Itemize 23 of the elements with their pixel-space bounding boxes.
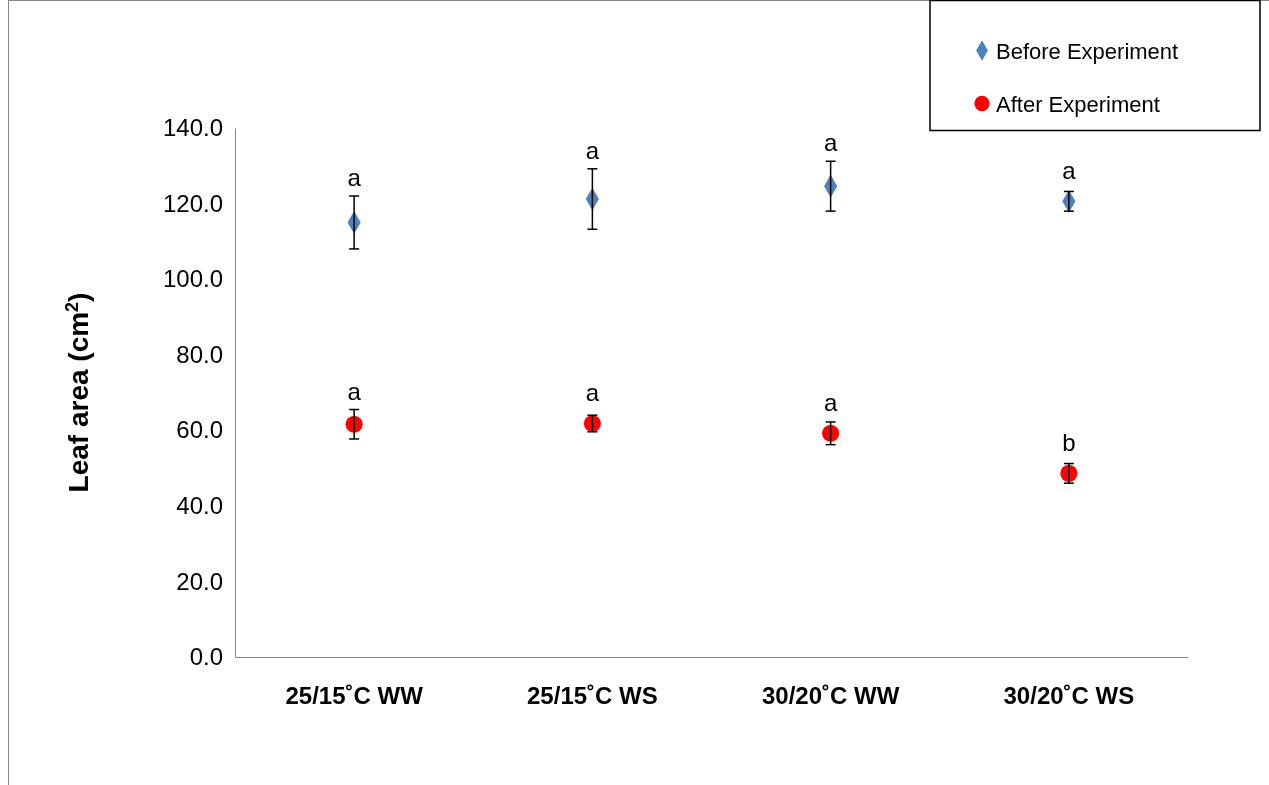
y-tick-label: 120.0: [162, 189, 223, 217]
annotation: a: [823, 389, 838, 417]
y-tick-label: 40.0: [176, 492, 223, 520]
legend-label: Before Experiment: [996, 38, 1179, 64]
annotation: b: [1062, 429, 1076, 457]
legend-label: After Experiment: [996, 91, 1160, 117]
y-tick-label: 20.0: [176, 567, 223, 595]
annotation: a: [823, 129, 838, 157]
annotation: a: [347, 377, 362, 405]
y-tick-label: 0.0: [189, 643, 223, 671]
x-tick-label: 25/15˚C WW: [285, 682, 424, 710]
y-tick-label: 100.0: [162, 265, 223, 293]
x-tick-label: 30/20˚C WW: [761, 682, 900, 710]
annotation: a: [585, 379, 600, 407]
x-tick-label: 30/20˚C WS: [1003, 682, 1135, 710]
x-tick-label: 25/15˚C WS: [527, 682, 658, 710]
y-tick-label: 80.0: [176, 340, 223, 368]
annotation: a: [1062, 157, 1077, 185]
annotation: a: [585, 136, 600, 164]
annotation: a: [347, 164, 362, 192]
y-tick-label: 140.0: [162, 114, 223, 142]
point: [822, 424, 840, 442]
y-tick-label: 60.0: [176, 416, 223, 444]
